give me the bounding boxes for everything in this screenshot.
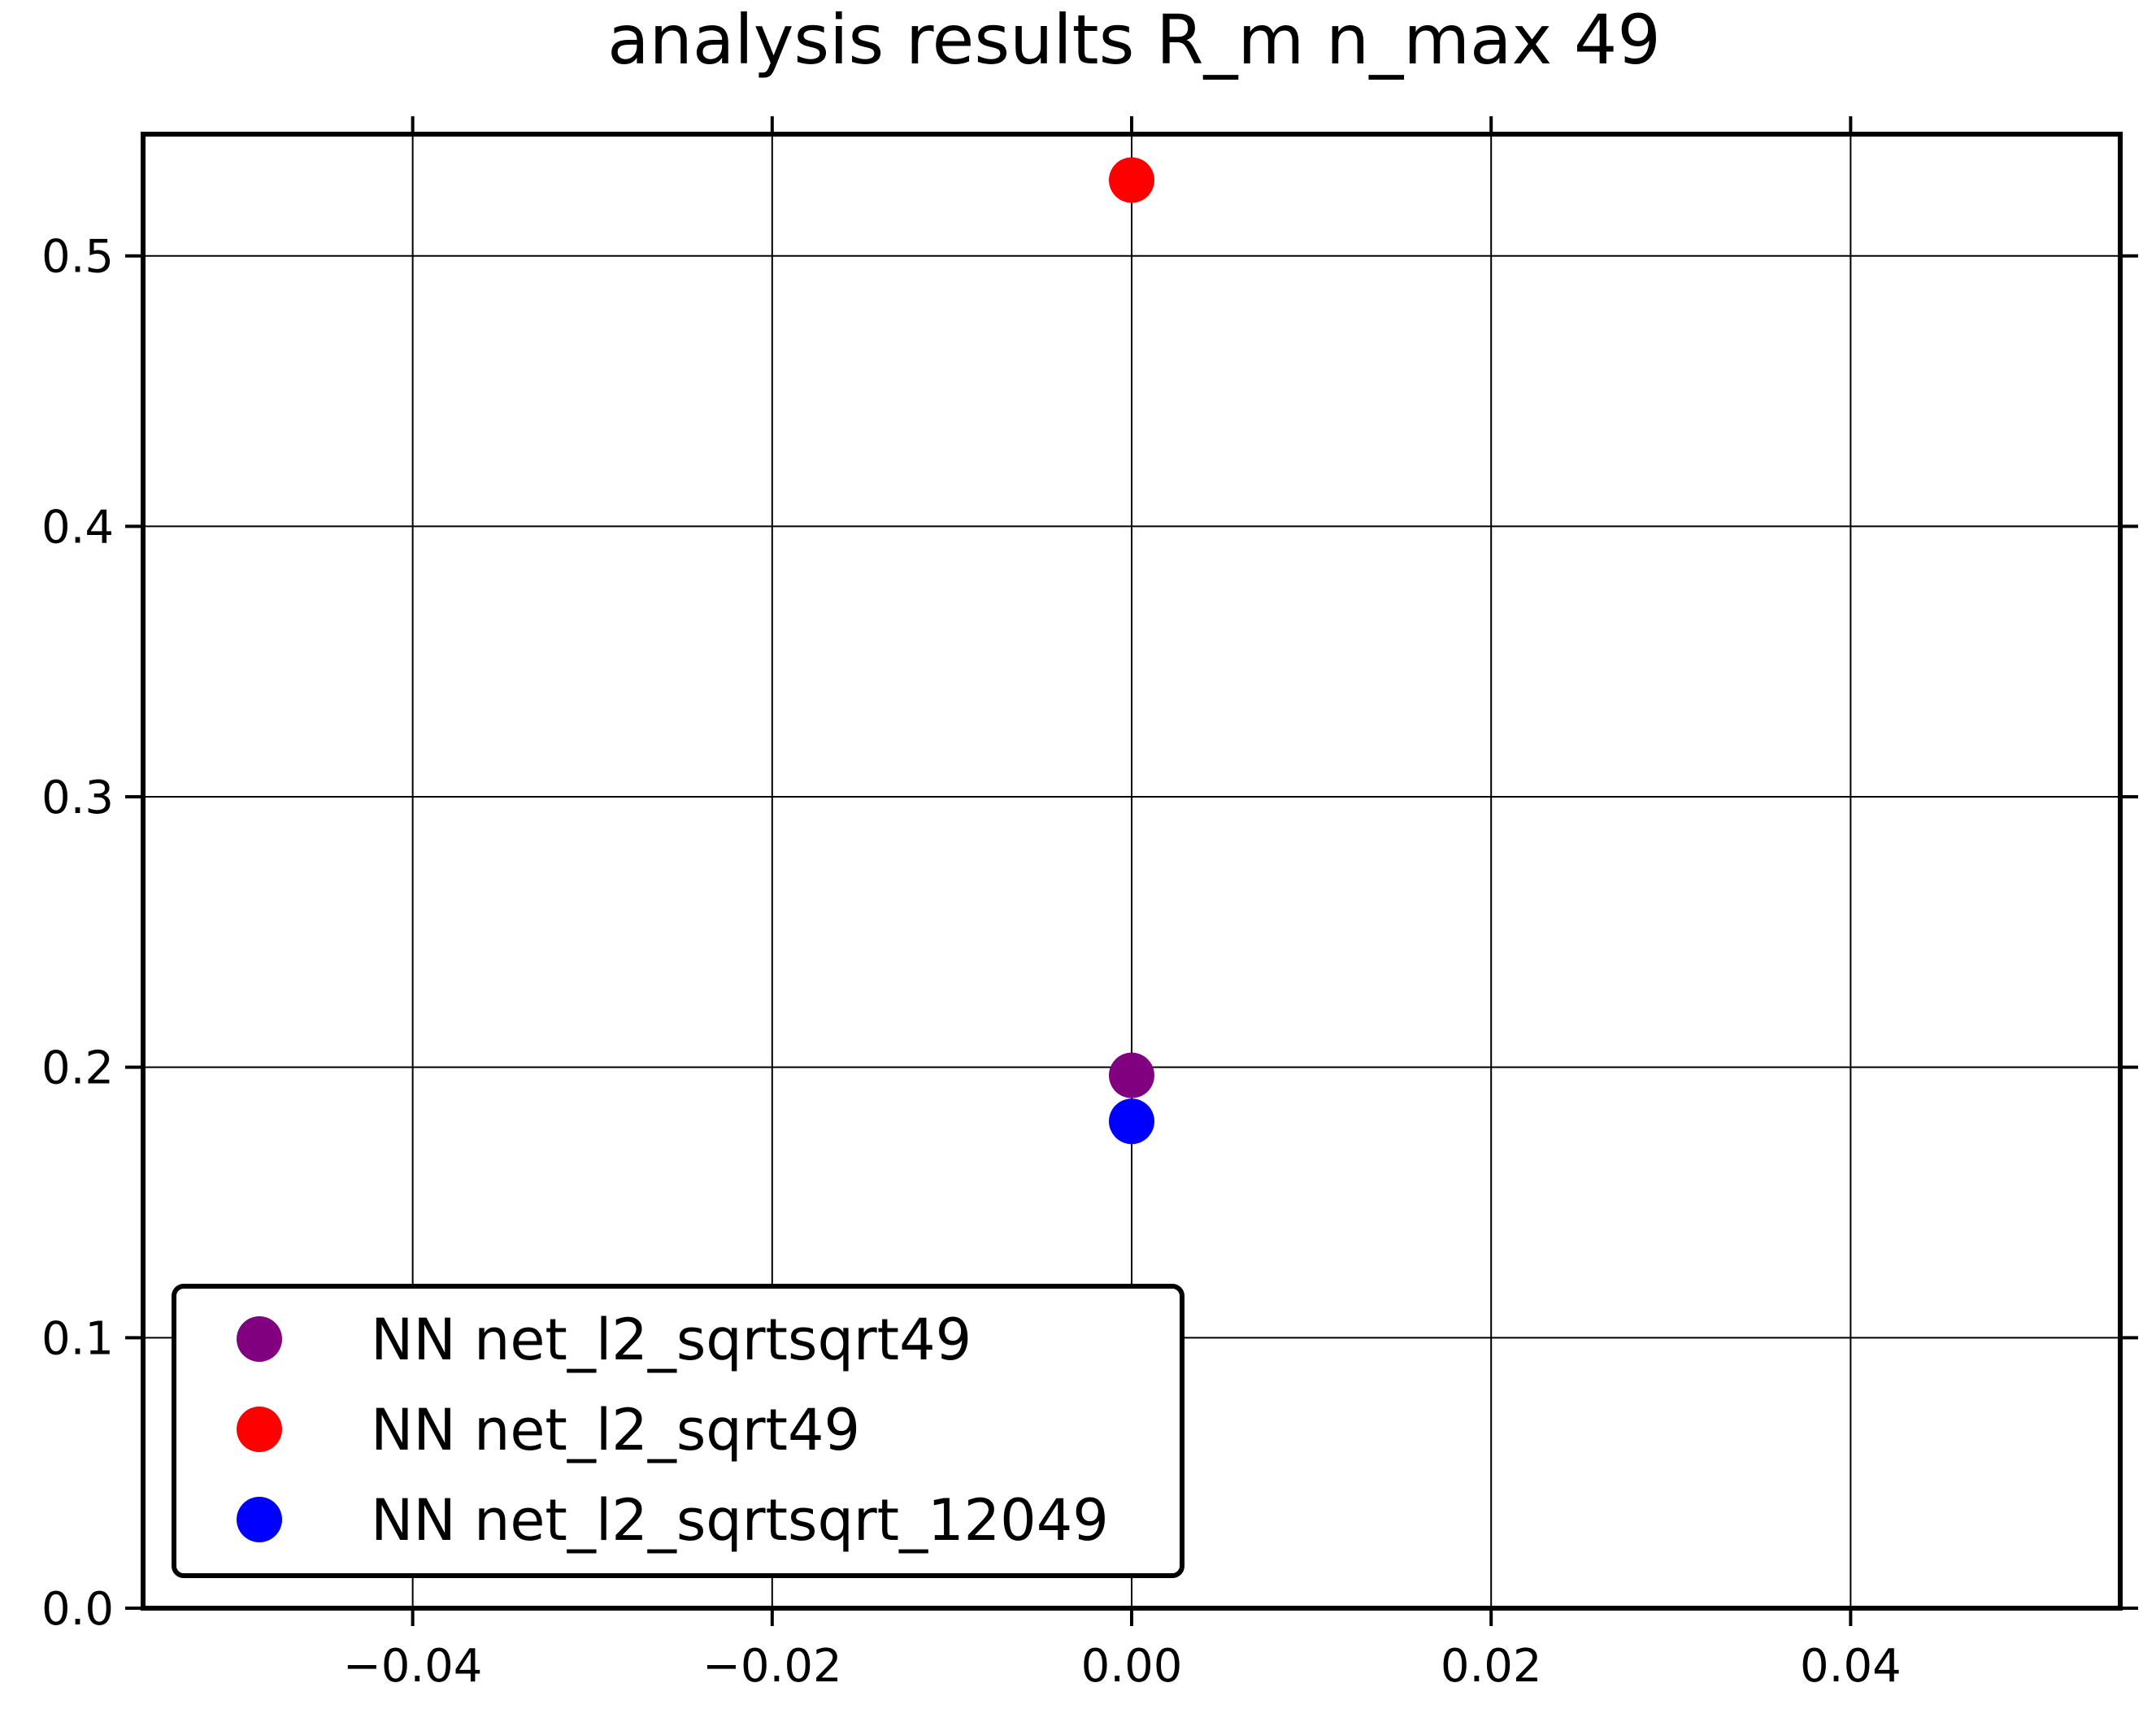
legend-marker [237, 1407, 282, 1452]
data-points [1109, 157, 1154, 1145]
x-tick-label: −0.02 [702, 1640, 842, 1693]
axis-ticks: −0.04 −0.02 0.00 0.02 0.04 0.0 0.1 0.2 0.3 0.4 0.5 [41, 116, 2138, 1693]
y-tick-label: 0.3 [41, 772, 114, 824]
x-tick-label: 0.04 [1800, 1640, 1902, 1693]
data-point [1109, 157, 1154, 203]
legend-marker [237, 1497, 282, 1542]
plot-frame [141, 132, 2123, 1611]
x-tick-label: 0.02 [1441, 1640, 1542, 1693]
legend-marker [237, 1316, 282, 1362]
data-point [1109, 1098, 1154, 1145]
y-tick-label: 0.0 [41, 1583, 114, 1636]
y-tick-label: 0.2 [41, 1042, 114, 1095]
x-tick-label: −0.04 [343, 1640, 483, 1693]
x-tick-label: 0.00 [1081, 1640, 1183, 1693]
y-tick-label: 0.5 [41, 231, 114, 284]
legend: NN net_l2_sqrtsqrt49 NN net_l2_sqrt49 NN n… [172, 1284, 1184, 1578]
chart-title: analysis results R_m n_max 49 [607, 0, 1661, 80]
legend-label: NN net_l2_sqrtsqrt49 [371, 1307, 972, 1373]
data-point [1109, 1052, 1154, 1098]
y-tick-label: 0.4 [41, 501, 114, 554]
y-tick-label: 0.1 [41, 1312, 114, 1365]
legend-label: NN net_l2_sqrt49 [371, 1397, 860, 1463]
legend-label: NN net_l2_sqrtsqrt_12049 [371, 1487, 1109, 1554]
legend-box [172, 1284, 1184, 1578]
